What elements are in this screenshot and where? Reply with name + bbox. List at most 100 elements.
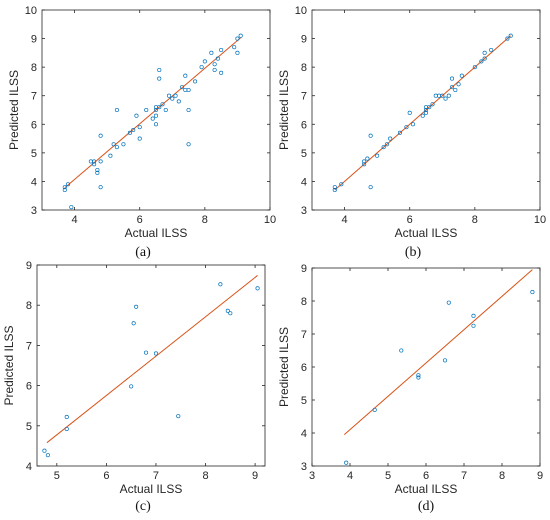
data-point: [150, 116, 155, 121]
data-point: [453, 87, 458, 93]
data-point: [399, 348, 404, 353]
data-point: [479, 59, 484, 64]
data-point: [160, 102, 165, 107]
x-tick-label: 10: [264, 214, 276, 226]
data-point: [121, 142, 126, 147]
data-point: [482, 50, 487, 55]
data-point: [362, 162, 367, 167]
data-point: [368, 185, 373, 190]
data-point: [471, 313, 476, 318]
y-tick-label: 5: [301, 148, 307, 160]
y-tick-label: 6: [26, 381, 32, 393]
x-axis-label: Actual ILSS: [395, 226, 458, 240]
data-point: [98, 133, 103, 138]
data-point: [129, 384, 134, 389]
data-point: [170, 96, 175, 101]
x-tick-label: 6: [103, 470, 109, 482]
x-tick-label: 4: [72, 214, 78, 226]
plot-frame: [311, 267, 541, 467]
y-tick-label: 4: [26, 461, 32, 473]
panel-caption: (a): [135, 245, 151, 260]
data-point: [215, 56, 220, 61]
data-point: [127, 130, 132, 135]
y-tick-label: 5: [31, 148, 37, 160]
x-tick-label: 10: [534, 214, 546, 226]
x-axis-label: Actual ILSS: [125, 226, 188, 240]
data-point: [420, 113, 425, 118]
data-point: [98, 185, 103, 190]
y-tick-label: 3: [31, 205, 37, 217]
data-point: [134, 304, 139, 309]
y-axis-label: Predicted ILSS: [2, 325, 16, 405]
data-point: [157, 105, 162, 110]
data-point: [344, 460, 349, 465]
data-point: [153, 113, 159, 118]
data-point: [157, 67, 162, 73]
chart-panel-d: 3 4 5 6 7 8 9 3 4 5 6 7 8 9 Actual ILSS Predicted ILSS (…: [277, 263, 543, 514]
data-point: [131, 127, 136, 133]
data-point: [166, 93, 172, 98]
data-point: [339, 182, 344, 187]
data-point: [176, 414, 181, 419]
x-tick-label: 6: [407, 214, 413, 226]
data-point: [228, 311, 233, 316]
data-point: [489, 47, 494, 53]
panel-caption: (b): [405, 245, 422, 260]
data-point: [193, 79, 198, 84]
y-tick-label: 3: [301, 205, 307, 217]
fit-line: [343, 269, 533, 436]
data-point: [64, 414, 69, 420]
x-tick-label: 4: [342, 214, 348, 226]
data-point: [98, 159, 103, 164]
fit-line: [334, 35, 512, 191]
data-point: [368, 133, 373, 138]
data-point: [173, 93, 178, 98]
data-point: [114, 107, 119, 113]
data-point: [131, 321, 136, 326]
x-tick-label: 8: [499, 470, 505, 482]
x-tick-label: 5: [385, 470, 391, 482]
data-point: [410, 122, 416, 127]
data-point: [62, 187, 67, 193]
x-tick-label: 8: [202, 470, 208, 482]
data-point: [219, 47, 224, 53]
plot-frame: [36, 264, 266, 467]
y-tick-label: 7: [301, 91, 307, 103]
y-tick-label: 7: [301, 329, 307, 341]
chart-panel-b: 4 6 8 10 3 4 5 6 7 8 9 10 Actual ILSS Predicted ILSS (…: [277, 5, 546, 260]
data-point: [381, 145, 386, 150]
data-point: [186, 87, 191, 93]
data-point: [235, 36, 240, 41]
data-point: [111, 142, 116, 147]
y-tick-label: 8: [31, 62, 37, 74]
data-point: [232, 45, 237, 50]
data-point: [66, 182, 71, 187]
data-point: [427, 105, 432, 110]
x-tick-label: 9: [537, 470, 543, 482]
data-point: [404, 125, 409, 130]
x-tick-label: 4: [347, 470, 353, 482]
y-tick-label: 6: [31, 119, 37, 131]
x-tick-label: 9: [252, 470, 258, 482]
y-tick-label: 4: [31, 176, 37, 188]
data-point: [64, 426, 69, 432]
y-tick-label: 3: [301, 461, 307, 473]
data-point: [212, 62, 217, 67]
data-point: [143, 350, 149, 355]
y-tick-label: 7: [31, 91, 37, 103]
data-point: [423, 110, 429, 115]
data-point: [459, 73, 464, 78]
data-point: [505, 36, 510, 41]
y-tick-label: 9: [26, 260, 32, 272]
y-axis-label: Predicted ILSS: [277, 327, 291, 407]
y-tick-label: 8: [26, 300, 32, 312]
data-point: [430, 102, 435, 107]
data-point: [416, 373, 421, 378]
data-point: [157, 76, 162, 81]
y-axis-label: Predicted ILSS: [7, 70, 21, 150]
data-point: [450, 76, 455, 81]
data-point: [218, 282, 223, 287]
data-point: [362, 159, 367, 164]
x-tick-label: 3: [309, 470, 315, 482]
data-point: [202, 59, 207, 64]
